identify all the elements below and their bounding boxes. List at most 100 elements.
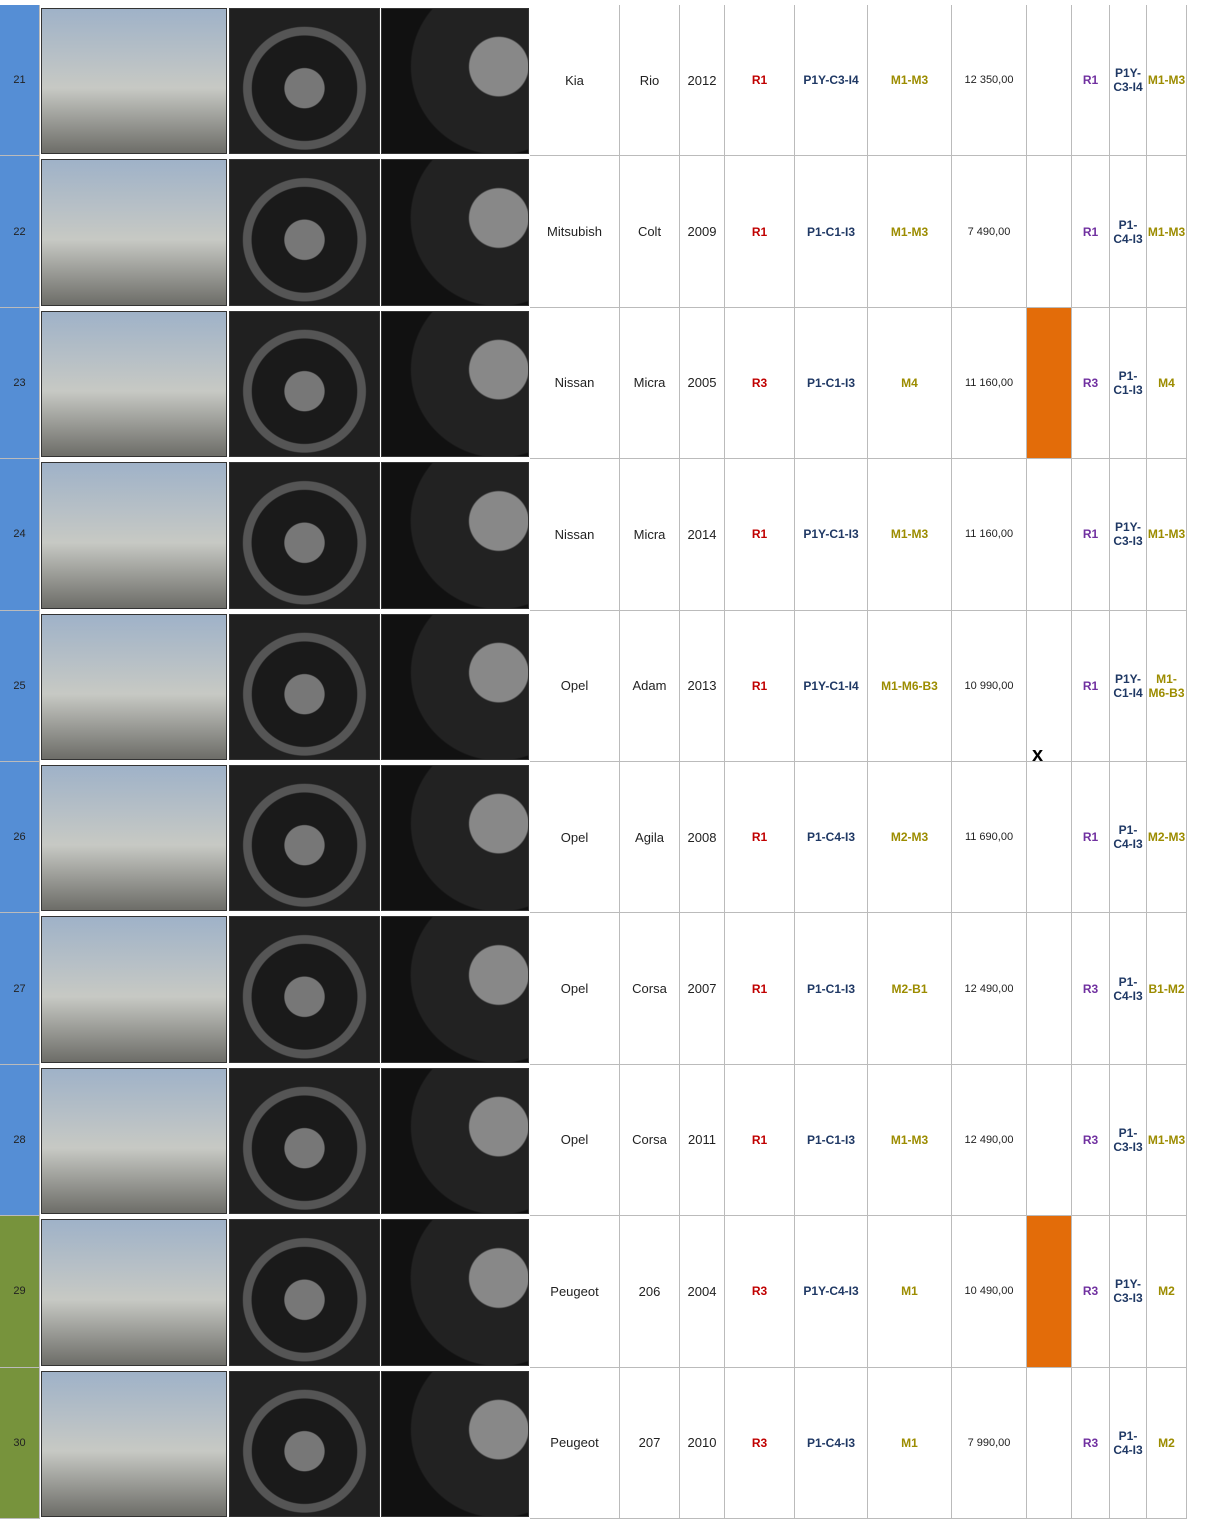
car-photo [41, 462, 227, 609]
price-cell: 12 350,00 [952, 5, 1027, 157]
brand-cell: Nissan [530, 307, 620, 460]
m-code-2: M1-M3 [1147, 459, 1187, 611]
wheel-detail-photo [381, 1067, 529, 1215]
year-cell: 2013 [680, 610, 725, 762]
flag-cell [1027, 762, 1072, 914]
p-code-2: P1Y-C3-I3 [1110, 459, 1147, 611]
flag-cell [1027, 1216, 1072, 1368]
wheel-photo [229, 310, 380, 458]
year-cell: 2004 [680, 1216, 725, 1368]
brand-cell: Opel [530, 762, 620, 914]
m-code: M2-B1 [868, 913, 952, 1065]
p-code: P1-C1-I3 [795, 156, 868, 308]
brand-cell: Peugeot [530, 1367, 620, 1519]
price-cell: 7 990,00 [952, 1367, 1027, 1519]
wheel-detail-photo [381, 8, 529, 155]
wheel-detail-photo [381, 613, 529, 760]
flag-cell [1027, 1367, 1072, 1519]
wheel-detail-photo [381, 159, 529, 306]
r-code-2: R1 [1072, 762, 1110, 914]
r-code-2: R3 [1072, 913, 1110, 1065]
r-code: R1 [725, 1064, 795, 1217]
row-number: 27 [0, 913, 40, 1065]
year-cell: 2011 [680, 1064, 725, 1217]
p-code: P1-C4-I3 [795, 1367, 868, 1519]
price-cell: 10 490,00 [952, 1216, 1027, 1368]
m-code-2: M1-M3 [1147, 5, 1187, 157]
wheel-detail-photo [381, 1219, 529, 1366]
wheel-photo [229, 1370, 380, 1517]
model-cell: 206 [620, 1216, 680, 1368]
flag-cell [1027, 610, 1072, 762]
row-number: 30 [0, 1367, 40, 1519]
model-cell: Micra [620, 307, 680, 460]
p-code-2: P1Y-C3-I3 [1110, 1216, 1147, 1368]
p-code-2: P1Y-C1-I4 [1110, 610, 1147, 762]
row-number: 22 [0, 156, 40, 308]
p-code-2: P1-C3-I3 [1110, 1064, 1147, 1217]
m-code: M1 [868, 1367, 952, 1519]
p-code: P1Y-C4-I3 [795, 1216, 868, 1368]
m-code: M1-M3 [868, 156, 952, 308]
r-code: R1 [725, 459, 795, 611]
p-code-2: P1-C1-I3 [1110, 307, 1147, 460]
price-cell: 11 160,00 [952, 459, 1027, 611]
price-cell: 11 690,00 [952, 762, 1027, 914]
brand-cell: Opel [530, 913, 620, 1065]
wheel-detail-photo [381, 462, 529, 609]
p-code-2: P1Y-C3-I4 [1110, 5, 1147, 157]
brand-cell: Peugeot [530, 1216, 620, 1368]
wheel-photo [229, 1067, 380, 1215]
row-number: 25 [0, 610, 40, 762]
price-cell: 12 490,00 [952, 913, 1027, 1065]
model-cell: Colt [620, 156, 680, 308]
model-cell: Adam [620, 610, 680, 762]
r-code-2: R3 [1072, 1216, 1110, 1368]
r-code: R3 [725, 307, 795, 460]
wheel-photo [229, 765, 380, 912]
model-cell: 207 [620, 1367, 680, 1519]
car-photo [41, 8, 227, 155]
wheel-detail-photo [381, 310, 529, 458]
r-code-2: R3 [1072, 1367, 1110, 1519]
price-cell: 7 490,00 [952, 156, 1027, 308]
year-cell: 2005 [680, 307, 725, 460]
p-code: P1-C1-I3 [795, 1064, 868, 1217]
r-code-2: R3 [1072, 1064, 1110, 1217]
car-photo [41, 613, 227, 760]
r-code-2: R1 [1072, 459, 1110, 611]
m-code-2: M1-M6-B3 [1147, 610, 1187, 762]
m-code: M4 [868, 307, 952, 460]
model-cell: Micra [620, 459, 680, 611]
car-photo [41, 916, 227, 1063]
car-photo [41, 159, 227, 306]
year-cell: 2008 [680, 762, 725, 914]
p-code: P1Y-C1-I3 [795, 459, 868, 611]
price-cell: 10 990,00 [952, 610, 1027, 762]
price-cell: 11 160,00 [952, 307, 1027, 460]
m-code: M1-M3 [868, 5, 952, 157]
row-number: 29 [0, 1216, 40, 1368]
row-number: 24 [0, 459, 40, 611]
m-code: M2-M3 [868, 762, 952, 914]
model-cell: Corsa [620, 1064, 680, 1217]
flag-cell [1027, 156, 1072, 308]
brand-cell: Opel [530, 1064, 620, 1217]
m-code-2: M2 [1147, 1367, 1187, 1519]
brand-cell: Mitsubish [530, 156, 620, 308]
car-photo [41, 310, 227, 458]
group-mark: x [1032, 744, 1044, 766]
r-code: R1 [725, 913, 795, 1065]
car-photo [41, 1370, 227, 1517]
row-number: 26 [0, 762, 40, 914]
model-cell: Corsa [620, 913, 680, 1065]
p-code: P1-C1-I3 [795, 913, 868, 1065]
wheel-photo [229, 462, 380, 609]
m-code-2: M2-M3 [1147, 762, 1187, 914]
r-code: R1 [725, 5, 795, 157]
r-code: R3 [725, 1367, 795, 1519]
r-code: R1 [725, 156, 795, 308]
wheel-photo [229, 916, 380, 1063]
wheel-photo [229, 159, 380, 306]
